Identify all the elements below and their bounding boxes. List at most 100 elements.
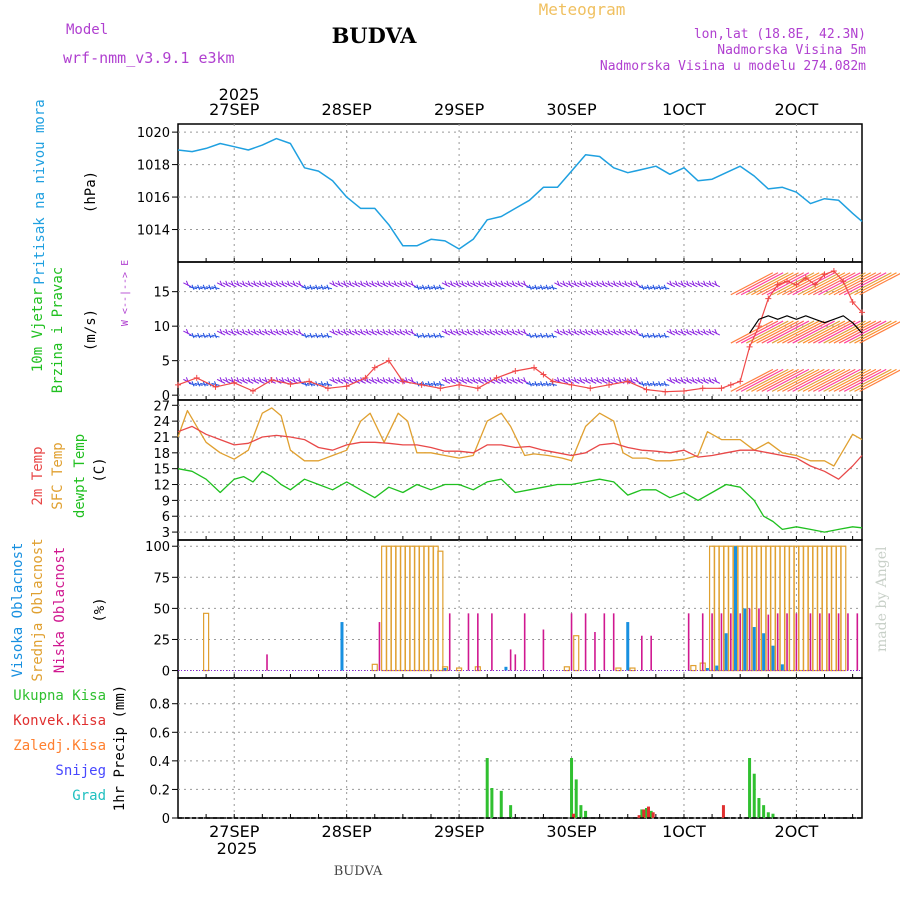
wind-speed-marker <box>587 385 594 392</box>
pressure-unit: (hPa) <box>83 171 99 213</box>
wind-barb <box>388 280 392 286</box>
wind-speed-marker <box>737 378 744 385</box>
wind-barb <box>746 368 789 392</box>
wind-barb <box>571 282 580 288</box>
y-tick-label: 6 <box>162 510 170 525</box>
wind-barb <box>511 280 515 286</box>
wind-barb <box>492 282 501 288</box>
wind-barb <box>377 377 380 383</box>
wind-barb <box>233 378 243 384</box>
wind-barb <box>669 328 673 335</box>
credit-label: made by Angel <box>874 546 890 652</box>
wind-barb <box>458 378 468 384</box>
panel-pressure: 1014 1016 1018 1020 <box>137 123 863 263</box>
wind-barb <box>225 328 229 335</box>
wind-barb <box>708 280 712 286</box>
wind-barb <box>385 282 394 288</box>
wind-barb <box>691 377 695 383</box>
wind-barb <box>556 328 560 335</box>
wind-barb <box>287 280 291 286</box>
wind-barb <box>711 282 721 288</box>
cloud-bar <box>629 667 636 672</box>
meteogram-label: Meteogram <box>539 0 626 19</box>
cloud-bar <box>594 632 596 671</box>
precip-bar <box>762 805 766 818</box>
wind-barb <box>756 320 799 344</box>
wind-barb <box>812 368 856 392</box>
wind-barb <box>351 282 361 288</box>
cloud-bar <box>752 627 756 671</box>
wind-barb <box>618 377 622 383</box>
wind-barb <box>672 378 681 384</box>
wind-barb <box>573 377 577 383</box>
wind-barb <box>859 369 900 392</box>
wind-barb <box>528 381 532 387</box>
wind-barb <box>596 328 600 335</box>
wind-barb <box>354 280 358 286</box>
wind-speed-marker <box>699 385 706 392</box>
wind-barb <box>371 280 375 286</box>
wind-speed-marker <box>859 309 865 316</box>
cloud-bar <box>795 613 798 671</box>
wind-barb <box>393 377 397 383</box>
wind-barb <box>405 280 409 286</box>
wind-barb <box>320 381 324 387</box>
wind-barb <box>410 377 414 383</box>
wind-barb <box>562 377 566 383</box>
wind-barb <box>433 332 437 339</box>
wind-barb <box>497 330 507 336</box>
cloud-bar <box>615 667 622 672</box>
wind-barb <box>391 330 400 336</box>
page-title: BUDVA <box>332 23 418 48</box>
wind-barb <box>689 378 698 384</box>
cloud-bar <box>378 622 381 671</box>
wind-speed-marker <box>606 381 613 388</box>
wind-barb <box>613 280 617 286</box>
wind-gust-line <box>749 315 863 334</box>
wind-barb <box>464 282 473 288</box>
wind-barb <box>452 330 462 336</box>
wind-speed-marker <box>512 368 519 375</box>
precip-bar <box>646 806 650 818</box>
cloud-bar <box>743 608 747 671</box>
wind-barb <box>475 330 484 336</box>
wind-barb <box>593 330 602 336</box>
cloud-bar <box>573 635 580 672</box>
top-day-label: 28SEP <box>322 100 373 119</box>
wind-speed-marker <box>624 378 631 385</box>
wind-barb <box>377 328 380 335</box>
wind-barb <box>540 381 544 387</box>
wind-barb <box>483 280 487 286</box>
wind-barb <box>587 378 597 384</box>
y-tick-label: 25 <box>153 633 170 648</box>
y-tick-label: 5 <box>162 355 170 370</box>
wind-barb <box>652 284 656 290</box>
cloud-bar <box>837 613 840 671</box>
wind-barb <box>278 282 288 288</box>
wind-barb <box>334 330 344 336</box>
temp-unit: (C) <box>92 457 108 482</box>
wind-barb <box>562 280 566 286</box>
wind-barb <box>573 280 577 286</box>
wind-barb <box>607 328 611 335</box>
wind-barb <box>214 332 217 339</box>
wind-barb <box>410 280 414 286</box>
wind-barb <box>391 378 400 384</box>
wind-barb <box>607 280 611 286</box>
cloud-bar <box>771 645 775 671</box>
wind-barb <box>735 368 779 392</box>
cloud-bar <box>780 664 784 671</box>
wind-barb <box>264 280 268 286</box>
wind-barb <box>472 280 476 286</box>
wind-barb <box>646 332 650 339</box>
bottom-year: 2025 <box>217 839 258 858</box>
wind-barb <box>545 284 549 290</box>
wind-barb <box>191 332 195 339</box>
wind-barb <box>244 330 254 336</box>
wind-barb <box>455 328 459 335</box>
wind-barb <box>818 272 861 296</box>
wind-barb <box>610 330 619 336</box>
wind-barb <box>802 272 846 296</box>
wind-barb <box>408 330 417 336</box>
wind-barb <box>540 332 544 339</box>
